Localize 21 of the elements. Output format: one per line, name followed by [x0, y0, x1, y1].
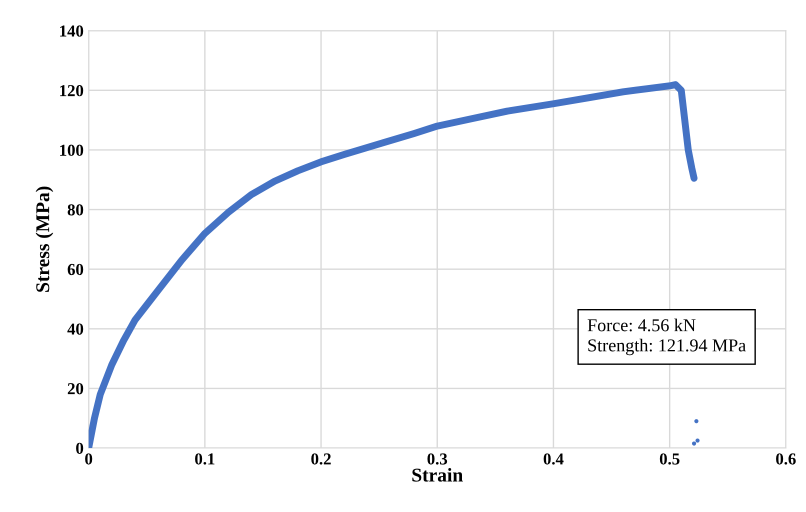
- x-tick-label: 0.1: [195, 453, 214, 465]
- y-tick-label: 20: [68, 383, 84, 394]
- x-axis-title: Strain: [412, 468, 463, 482]
- annotation: Force: 4.56 kN Strength: 121.94 MPa: [588, 318, 746, 356]
- x-tick-label: 0.6: [776, 453, 796, 465]
- y-tick-label: 120: [60, 85, 84, 96]
- y-tick-label: 0: [76, 442, 84, 454]
- y-tick-label: 140: [60, 25, 84, 37]
- point: [692, 441, 696, 446]
- x-tick-label: 0.2: [311, 453, 331, 465]
- y-tick-label: 60: [68, 264, 84, 276]
- point: [694, 419, 698, 424]
- y-tick-label: 40: [67, 323, 84, 335]
- point: [695, 438, 700, 443]
- x-tick-label: 0.3: [427, 453, 448, 465]
- x-tick-label: 0.4: [544, 453, 564, 465]
- x-tick-label: 0.5: [660, 453, 680, 465]
- y-tick-label: 100: [60, 144, 84, 156]
- y-tick-label: 80: [68, 204, 84, 216]
- x-tick-label: 0: [85, 453, 92, 465]
- y-axis-title: Stress (MPa): [36, 186, 54, 292]
